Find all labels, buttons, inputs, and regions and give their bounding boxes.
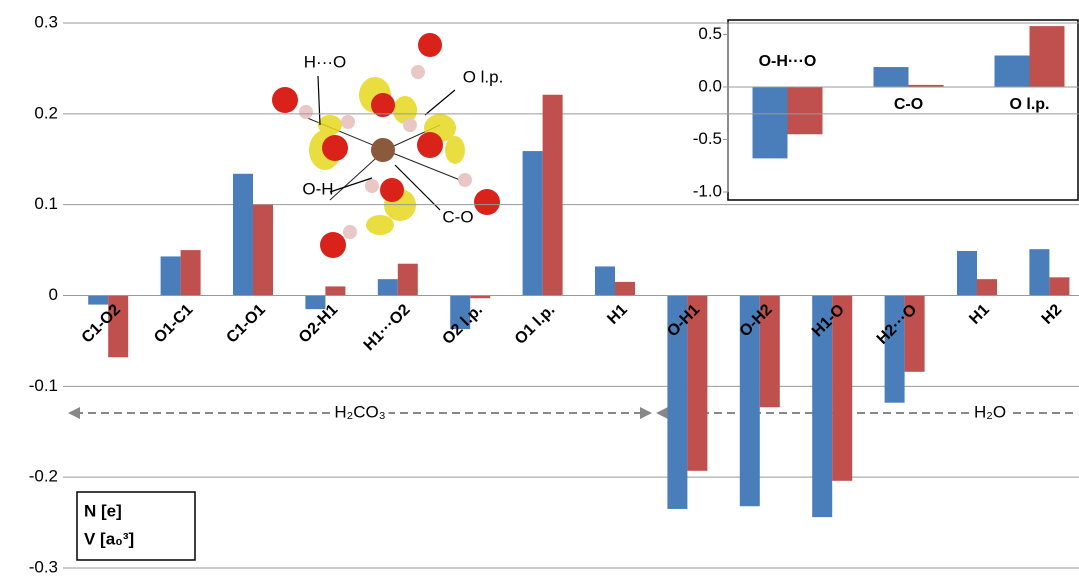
x-tick-label: O1-C1	[151, 301, 196, 346]
x-tick-label: C1-O1	[223, 301, 268, 346]
y-tick-label: 0.2	[34, 103, 58, 122]
bar	[788, 87, 823, 134]
annotation: O-H	[302, 179, 333, 198]
y-tick-label: 0.3	[34, 12, 58, 31]
bar	[378, 279, 398, 295]
bar	[543, 95, 563, 296]
bar	[1030, 26, 1065, 87]
legend-label: N [e]	[84, 501, 122, 520]
y-tick-label: 0.5	[698, 24, 722, 43]
x-tick-label: H1	[966, 301, 993, 328]
bar	[874, 67, 909, 87]
bar	[181, 250, 201, 295]
x-tick-label: C-O	[894, 96, 923, 113]
y-tick-label: -0.1	[29, 376, 58, 395]
chart: -1.0 -0.5 0.0 0.5 O-H···O C-O O l.p. -0.3 -0.2 -…	[0, 0, 1079, 576]
x-tick-label: H1	[604, 301, 631, 328]
bar	[1029, 249, 1049, 295]
bar	[995, 56, 1030, 88]
bar	[253, 205, 273, 296]
bar	[88, 296, 108, 305]
y-tick-label: 0.1	[34, 194, 58, 213]
bar	[1049, 277, 1069, 295]
y-tick-label: 0	[49, 285, 58, 304]
bar	[523, 151, 543, 295]
annotation: C-O	[442, 207, 473, 226]
annotation: H₂CO₃	[334, 402, 385, 421]
annotation: H₂O	[974, 402, 1006, 421]
bar	[398, 264, 418, 296]
x-tick-label: O-H···O	[759, 53, 817, 70]
bar	[957, 251, 977, 296]
x-tick-label: H2	[1039, 301, 1066, 328]
annotation: H···O	[304, 52, 346, 71]
x-tick-label: O1 l.p.	[512, 301, 559, 348]
y-tick-label: -0.5	[693, 129, 722, 148]
legend-label: V [a₀³]	[84, 529, 134, 548]
bar	[161, 256, 181, 295]
bar	[325, 286, 345, 295]
x-tick-label: H1···O2	[361, 301, 414, 354]
x-tick-label: O l.p.	[1010, 96, 1050, 113]
y-tick-label: 0.0	[698, 76, 722, 95]
y-tick-label: -1.0	[693, 181, 722, 200]
bar	[753, 87, 788, 158]
bar	[615, 282, 635, 296]
bar	[977, 279, 997, 295]
annotation: O l.p.	[463, 67, 504, 86]
y-tick-label: -0.2	[29, 467, 58, 486]
y-tick-label: -0.3	[29, 557, 58, 576]
bar	[233, 174, 253, 296]
bar	[595, 266, 615, 295]
